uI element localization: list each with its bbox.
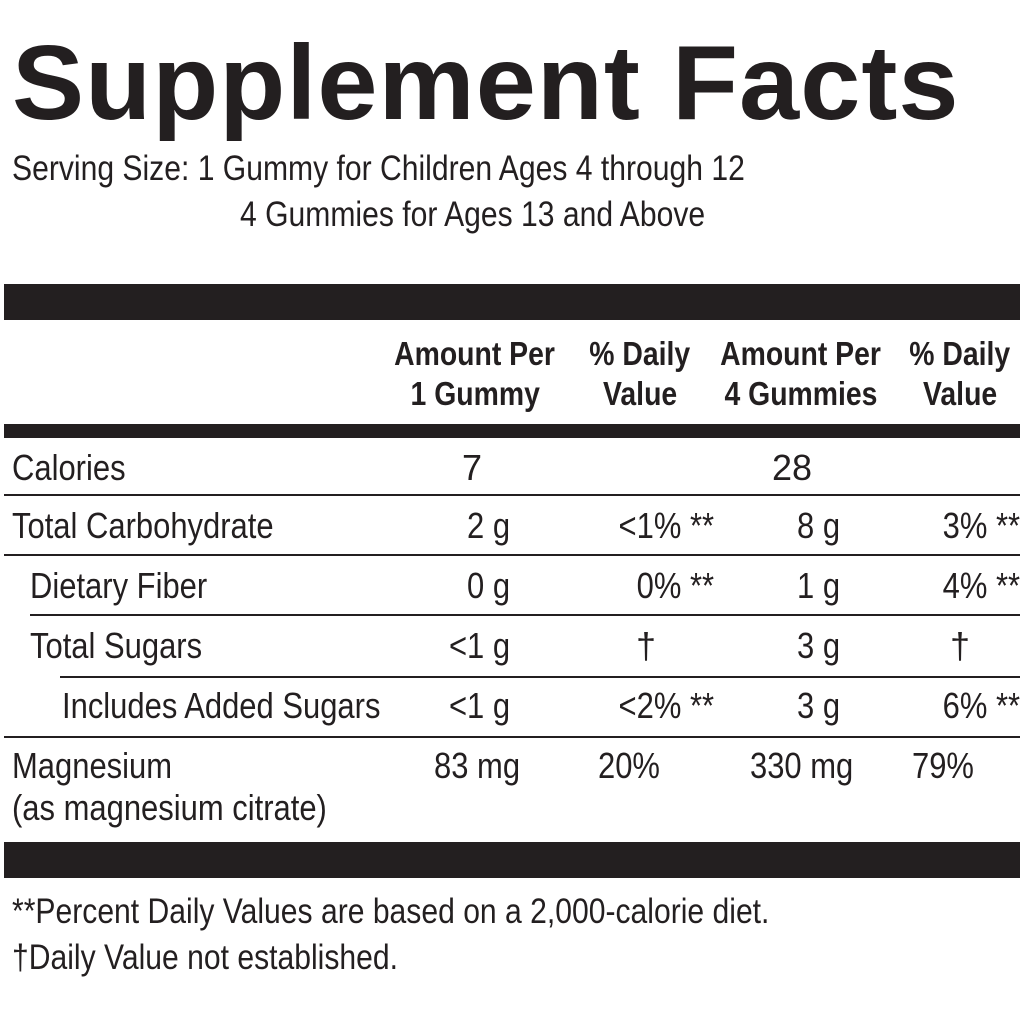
row-dv1-dietary-fiber: 0% ** bbox=[636, 565, 714, 606]
bottom-thick-bar bbox=[4, 842, 1020, 878]
row-divider bbox=[4, 494, 1020, 496]
page-title: Supplement Facts bbox=[12, 24, 960, 142]
row-label-magnesium: Magnesium bbox=[12, 745, 173, 786]
serving-size-line2: 4 Gummies for Ages 13 and Above bbox=[240, 195, 706, 234]
row-dv1-total-carbohydrate: <1% ** bbox=[618, 505, 714, 546]
header-amount-1-gummy: Amount Per 1 Gummy bbox=[394, 335, 556, 412]
top-thick-bar bbox=[4, 284, 1020, 320]
row-sublabel-magnesium: (as magnesium citrate) bbox=[12, 787, 327, 828]
serving-size-line1: Serving Size: 1 Gummy for Children Ages … bbox=[12, 149, 745, 188]
row-label-calories: Calories bbox=[12, 447, 126, 488]
row-dv1-magnesium: 20% bbox=[598, 745, 660, 786]
row-divider bbox=[30, 614, 1020, 616]
row-dv4-magnesium: 79% bbox=[912, 745, 974, 786]
row-amt1-total-carbohydrate: 2 g bbox=[466, 505, 510, 546]
footnote-percent-daily-values: **Percent Daily Values are based on a 2,… bbox=[12, 892, 770, 931]
row-divider bbox=[4, 736, 1020, 738]
row-label-added-sugars: Includes Added Sugars bbox=[62, 685, 381, 726]
row-amt4-calories: 28 bbox=[771, 447, 813, 488]
row-amt1-added-sugars: <1 g bbox=[448, 685, 510, 726]
row-divider bbox=[60, 676, 1020, 678]
row-dv1-total-sugars: † bbox=[635, 625, 657, 666]
header-amount-4-gummies: Amount Per 4 Gummies bbox=[720, 335, 882, 412]
row-amt1-calories: 7 bbox=[461, 447, 483, 488]
row-amt1-dietary-fiber: 0 g bbox=[466, 565, 510, 606]
row-amt4-dietary-fiber: 1 g bbox=[796, 565, 840, 606]
row-amt1-total-sugars: <1 g bbox=[448, 625, 510, 666]
row-label-dietary-fiber: Dietary Fiber bbox=[30, 565, 208, 606]
row-dv4-added-sugars: 6% ** bbox=[942, 685, 1020, 726]
row-dv4-total-carbohydrate: 3% ** bbox=[942, 505, 1020, 546]
row-label-total-carbohydrate: Total Carbohydrate bbox=[12, 505, 274, 546]
header-bar bbox=[4, 424, 1020, 438]
row-dv4-dietary-fiber: 4% ** bbox=[942, 565, 1020, 606]
footnote-daily-value-not-established: †Daily Value not established. bbox=[12, 938, 398, 977]
row-dv1-added-sugars: <2% ** bbox=[618, 685, 714, 726]
row-amt1-magnesium: 83 mg bbox=[434, 745, 521, 786]
header-daily-value-1: % Daily Value bbox=[589, 335, 691, 412]
header-daily-value-4: % Daily Value bbox=[909, 335, 1011, 412]
row-amt4-total-sugars: 3 g bbox=[796, 625, 840, 666]
row-label-total-sugars: Total Sugars bbox=[30, 625, 203, 666]
row-amt4-magnesium: 330 mg bbox=[750, 745, 854, 786]
row-amt4-total-carbohydrate: 8 g bbox=[796, 505, 840, 546]
row-amt4-added-sugars: 3 g bbox=[796, 685, 840, 726]
row-dv4-total-sugars: † bbox=[949, 625, 971, 666]
row-divider bbox=[4, 554, 1020, 556]
